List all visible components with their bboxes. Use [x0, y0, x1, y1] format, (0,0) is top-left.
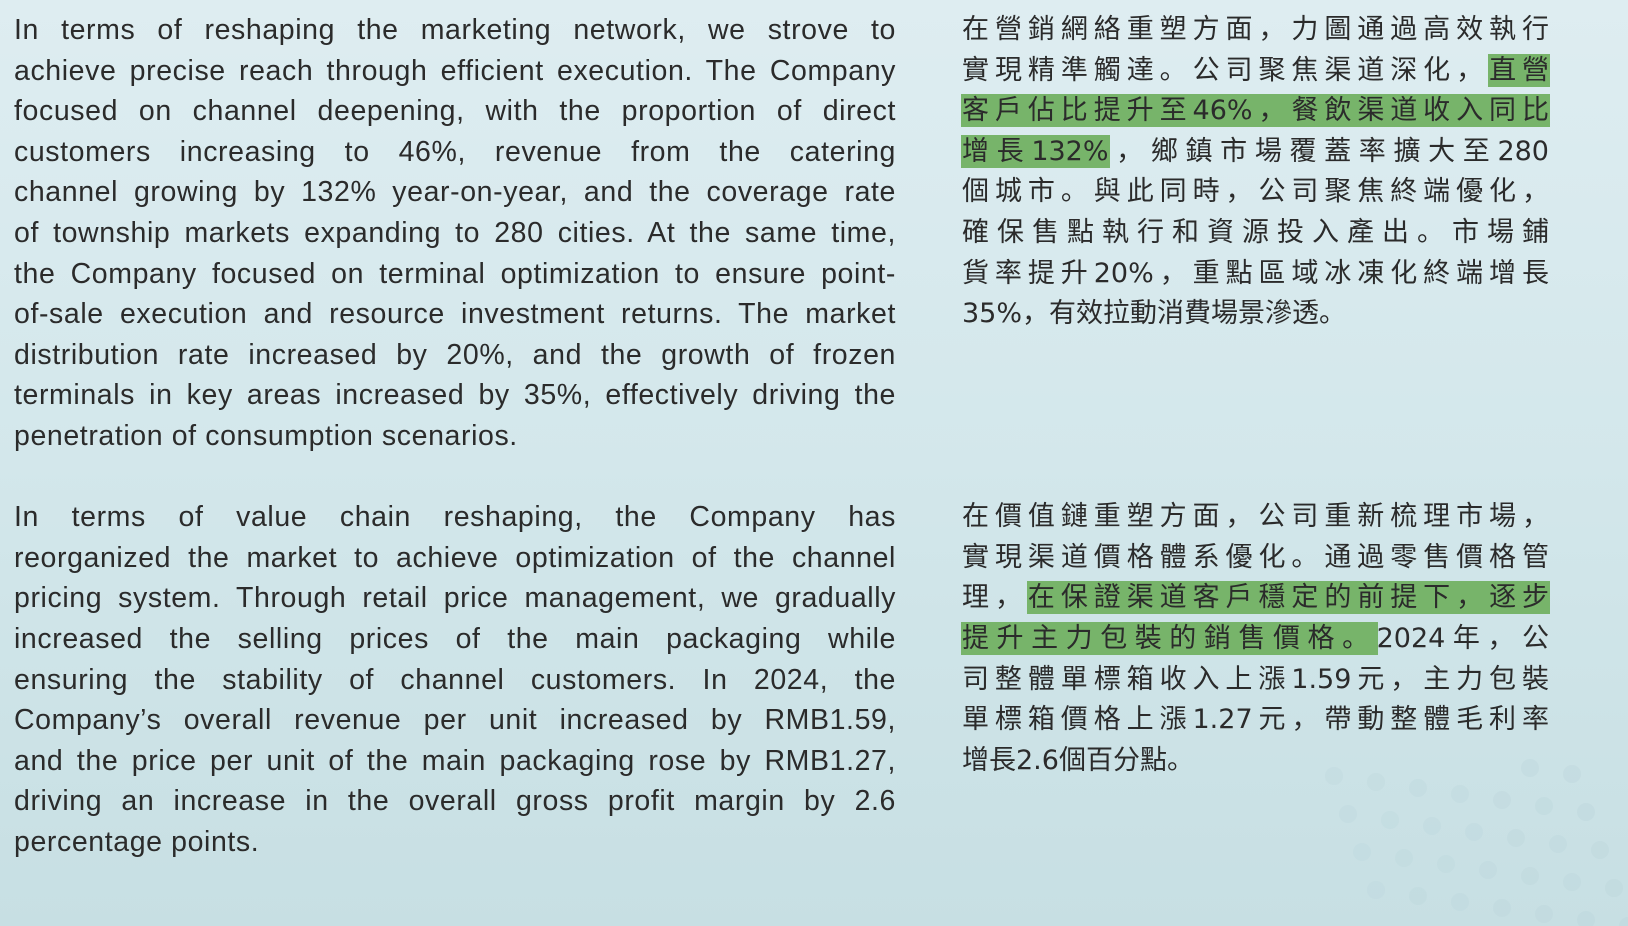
text-line: distribution rate increased by 20%, and …	[14, 338, 896, 371]
english-paragraph: In terms of reshaping the marketing netw…	[14, 10, 896, 457]
dot	[1507, 829, 1525, 847]
text-line: achieve precise reach through efficient …	[14, 54, 896, 87]
text-segment: 確保售點執行和資源投入產出。市場鋪	[962, 216, 1549, 248]
dot	[1465, 823, 1483, 841]
highlighted-text: 客戶佔比提升至46%，餐飲渠道收入同比	[962, 95, 1549, 127]
text-line: 增長132%，鄉鎮市場覆蓋率擴大至280	[962, 132, 1549, 173]
paragraph-gap	[962, 416, 1549, 457]
chinese-paragraph: 在營銷網絡重塑方面，力圖通過高效執行 實現精準觸達。公司聚焦渠道深化，直營 客戶佔比…	[962, 10, 1550, 335]
text-line: 貨率提升20%，重點區域冰凍化終端增長	[962, 254, 1549, 295]
dot	[1367, 881, 1385, 899]
dot	[1493, 791, 1511, 809]
text-line: terminals in key areas increased by 35%,…	[14, 379, 896, 412]
text-segment: ，鄉鎮市場覆蓋率擴大至280	[1108, 135, 1549, 167]
text-line: channel growing by 132% year-on-year, an…	[14, 176, 896, 209]
dot	[1479, 861, 1497, 879]
dot	[1521, 867, 1539, 885]
text-line: pricing system. Through retail price man…	[14, 582, 896, 615]
text-line: reorganized the market to achieve optimi…	[14, 541, 896, 574]
text-line: of-sale execution and resource investmen…	[14, 298, 896, 331]
dot	[1563, 765, 1581, 783]
text-line: 單標箱價格上漲1.27元，帶動整體毛利率	[962, 700, 1549, 741]
dot	[1549, 835, 1567, 853]
text-line: 實現精準觸達。公司聚焦渠道深化，直營	[962, 51, 1550, 92]
text-line: the Company focused on terminal optimiza…	[14, 257, 896, 290]
dot	[1451, 785, 1469, 803]
text-line: customers increasing to 46%, revenue fro…	[14, 135, 896, 168]
chinese-paragraph: 在價值鏈重塑方面，公司重新梳理市場， 實現渠道價格體系優化。通過零售價格管 理，在保…	[962, 497, 1550, 782]
text-segment: 個城市。與此同時，公司聚焦終端優化，	[962, 176, 1549, 208]
english-paragraph: In terms of value chain reshaping, the C…	[14, 497, 896, 862]
text-line: increased the selling prices of the main…	[14, 622, 896, 655]
text-segment: 實現精準觸達。公司聚焦渠道深化，	[962, 54, 1490, 86]
text-line: 實現渠道價格體系優化。通過零售價格管	[962, 538, 1549, 579]
dot	[1395, 849, 1413, 867]
text-segment: 司整體單標箱收入上漲1.59元，主力包裝	[962, 663, 1549, 695]
text-line: 提升主力包裝的銷售價格。2024年，公	[962, 619, 1549, 660]
dot	[1577, 911, 1595, 926]
text-segment: 實現渠道價格體系優化。通過零售價格管	[962, 541, 1549, 573]
dot	[1493, 899, 1511, 917]
dot	[1367, 773, 1385, 791]
dot	[1535, 905, 1553, 923]
text-line: 35%，有效拉動消費場景滲透。	[962, 294, 1549, 335]
english-column: In terms of reshaping the marketing netw…	[14, 10, 896, 862]
dot	[1563, 873, 1581, 891]
text-segment: 理，	[962, 582, 1028, 614]
text-segment: 在價值鏈重塑方面，公司重新梳理市場，	[962, 501, 1549, 533]
paragraph-gap	[14, 457, 896, 498]
text-segment: 2024年，公	[1376, 622, 1549, 654]
text-line: In terms of value chain reshaping, the C…	[14, 501, 896, 534]
text-line: of township markets expanding to 280 cit…	[14, 216, 896, 249]
text-line: 個城市。與此同時，公司聚焦終端優化，	[962, 172, 1549, 213]
text-line: 在營銷網絡重塑方面，力圖通過高效執行	[962, 10, 1549, 51]
text-segment: 單標箱價格上漲1.27元，帶動整體毛利率	[962, 704, 1549, 736]
highlighted-text: 提升主力包裝的銷售價格。	[962, 622, 1377, 654]
dot	[1605, 879, 1623, 897]
highlighted-text: 直營	[1489, 54, 1550, 86]
text-line: 理，在保證渠道客戶穩定的前提下，逐步	[962, 578, 1550, 619]
dot	[1451, 893, 1469, 911]
text-line: percentage points.	[14, 825, 260, 858]
text-segment: 在營銷網絡重塑方面，力圖通過高效執行	[962, 14, 1549, 45]
dot	[1325, 767, 1343, 785]
dot	[1577, 803, 1595, 821]
dot	[1381, 811, 1399, 829]
dot	[1423, 817, 1441, 835]
dot	[1521, 759, 1539, 777]
text-line: 增長2.6個百分點。	[962, 741, 1549, 782]
paragraph-gap	[962, 335, 1549, 376]
dot	[1339, 805, 1357, 823]
text-segment: 增長2.6個百分點。	[962, 744, 1194, 776]
highlighted-text: 增長132%	[962, 135, 1109, 167]
text-line: 在價值鏈重塑方面，公司重新梳理市場，	[962, 497, 1549, 538]
paragraph-gap	[962, 375, 1549, 416]
text-line: penetration of consumption scenarios.	[14, 419, 518, 452]
text-line: 確保售點執行和資源投入產出。市場鋪	[962, 213, 1549, 254]
paragraph-gap	[962, 457, 1549, 498]
text-segment: 35%，有效拉動消費場景滲透。	[962, 298, 1347, 330]
text-line: driving an increase in the overall gross…	[14, 785, 896, 818]
text-line: In terms of reshaping the marketing netw…	[14, 14, 896, 46]
highlighted-text: 在保證渠道客戶穩定的前提下，逐步	[1027, 582, 1550, 614]
chinese-column: 在營銷網絡重塑方面，力圖通過高效執行 實現精準觸達。公司聚焦渠道深化，直營 客戶佔比…	[962, 10, 1550, 782]
text-line: ensuring the stability of channel custom…	[14, 663, 896, 696]
text-line: 司整體單標箱收入上漲1.59元，主力包裝	[962, 660, 1549, 701]
text-line: 客戶佔比提升至46%，餐飲渠道收入同比	[962, 91, 1549, 132]
dot	[1409, 887, 1427, 905]
dot	[1535, 797, 1553, 815]
dot	[1591, 841, 1609, 859]
dot	[1437, 855, 1455, 873]
dot	[1353, 843, 1371, 861]
text-segment: 貨率提升20%，重點區域冰凍化終端增長	[962, 257, 1549, 289]
decorative-dots	[1325, 759, 1628, 926]
text-line: and the price per unit of the main packa…	[14, 744, 896, 777]
dot	[1619, 917, 1628, 926]
text-line: focused on channel deepening, with the p…	[14, 95, 896, 128]
text-line: Company’s overall revenue per unit incre…	[14, 704, 896, 737]
dot	[1409, 779, 1427, 797]
